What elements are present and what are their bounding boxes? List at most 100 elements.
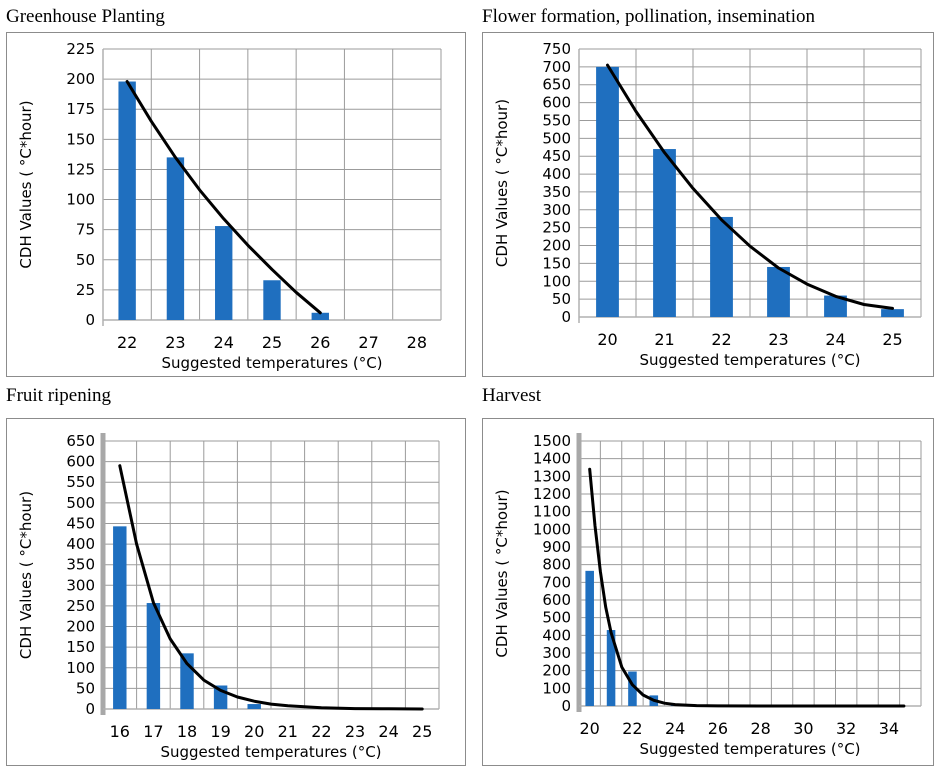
x-tick-label: 20 [580,719,600,738]
y-tick-label: 600 [542,591,571,609]
x-tick-label: 22 [622,719,642,738]
x-tick-label: 24 [378,722,398,741]
y-tick-label: 750 [542,40,571,58]
y-tick-label: 450 [542,147,571,165]
chart-panel-flower: 0 50 100 150 200 250 300 350 400 450 500 550 600 650 7… [482,32,934,377]
x-tick-label: 32 [836,719,856,738]
y-tick-label: 900 [542,538,571,556]
bar [628,671,637,706]
x-tick-label: 20 [244,722,264,741]
y-tick-label: 250 [542,219,571,237]
y-tick-label: 250 [66,597,95,615]
panel-title-greenhouse: Greenhouse Planting [6,6,165,27]
chart-flower: 0501001502002503003504004505005506006507… [493,40,922,369]
y-tick-label: 200 [542,662,571,680]
chart-fruit: 0 50 100 150 200 250 300 350 400 450 500 550 600 650 1… [17,432,440,761]
x-tick-label: 18 [177,722,197,741]
y-tick-label: 200 [542,237,571,255]
bar [166,157,185,320]
y-tick-label: 400 [542,626,571,644]
x-tick-label: 28 [407,333,427,352]
y-tick-label: 125 [66,160,95,178]
y-tick-label: 700 [542,58,571,76]
x-tick-label: 17 [143,722,163,741]
y-tick-label: 100 [542,679,571,697]
x-tick-label: 27 [358,333,378,352]
panel-title-harvest: Harvest [482,385,542,406]
y-tick-label: 550 [542,111,571,129]
y-tick-label: 50 [76,251,95,269]
y-tick-label: 350 [542,183,571,201]
x-tick-label: 23 [165,333,185,352]
x-tick-label: 25 [262,333,282,352]
bar [881,309,904,317]
chart-greenhouse: 0 25 50 75 100 125 150 175 200 225 22 23 24 25 26 27 28 S… [17,40,442,372]
x-tick-label: 22 [711,330,731,349]
y-tick-label: 100 [66,659,95,677]
x-axis-title: Suggested temperatures (°C) [161,354,382,372]
y-tick-label: 400 [66,535,95,553]
x-tick-label: 22 [311,722,331,741]
bar [118,81,136,320]
y-tick-label: 300 [542,644,571,662]
chart-harvest: 0100200300400500600700800900100011001200… [493,432,922,758]
y-tick-label: 25 [76,281,95,299]
y-tick-label: 650 [66,432,95,450]
y-tick-label: 1100 [533,503,571,521]
y-tick-label: 100 [66,191,95,209]
x-tick-label: 25 [412,722,432,741]
bar [247,704,261,709]
bar [113,526,127,709]
x-tick-label: 34 [879,719,899,738]
y-tick-label: 0 [561,308,571,326]
y-tick-label: 1500 [533,432,571,450]
trend-line [606,63,894,310]
x-tick-label: 24 [825,330,845,349]
y-tick-label: 450 [66,514,95,532]
y-axis-title: CDH Values ( °C*hour) [17,100,35,268]
bar [606,630,616,706]
panel-title-fruit: Fruit ripening [6,385,112,406]
y-tick-label: 1300 [533,467,571,485]
y-tick-label: 150 [542,254,571,272]
y-tick-label: 700 [542,573,571,591]
panel-title-flower: Flower formation, pollination, inseminat… [482,6,815,27]
x-axis-title: Suggested temperatures (°C) [639,740,860,758]
x-tick-label: 16 [110,722,130,741]
x-tick-label: 23 [768,330,788,349]
y-tick-label: 800 [542,556,571,574]
y-tick-label: 200 [66,618,95,636]
bar [311,312,329,320]
y-tick-label: 600 [66,453,95,471]
y-tick-label: 175 [66,100,95,118]
y-tick-label: 550 [66,473,95,491]
x-tick-label: 19 [210,722,230,741]
bar [146,603,161,709]
x-tick-label: 24 [214,333,234,352]
bar [263,280,281,320]
y-tick-label: 600 [542,94,571,112]
x-tick-label: 26 [708,719,728,738]
chart-panel-fruit: 0 50 100 150 200 250 300 350 400 450 500 550 600 650 1… [6,418,466,766]
y-tick-label: 225 [66,40,95,58]
x-axis-title: Suggested temperatures (°C) [160,743,381,761]
bar [710,216,733,317]
y-tick-label: 0 [85,700,95,718]
x-tick-label: 21 [278,722,298,741]
trend-line [118,464,424,711]
y-tick-label: 100 [542,272,571,290]
y-axis-title: CDH Values ( °C*hour) [493,99,511,267]
y-tick-label: 75 [76,221,95,239]
bar [215,226,233,320]
bar [596,66,619,317]
y-tick-label: 650 [542,76,571,94]
x-tick-label: 24 [665,719,685,738]
bar [585,570,594,706]
bar [653,149,676,317]
trend-line [125,80,322,315]
x-tick-label: 28 [751,719,771,738]
x-tick-label: 23 [345,722,365,741]
y-tick-label: 500 [66,494,95,512]
y-tick-label: 350 [66,556,95,574]
